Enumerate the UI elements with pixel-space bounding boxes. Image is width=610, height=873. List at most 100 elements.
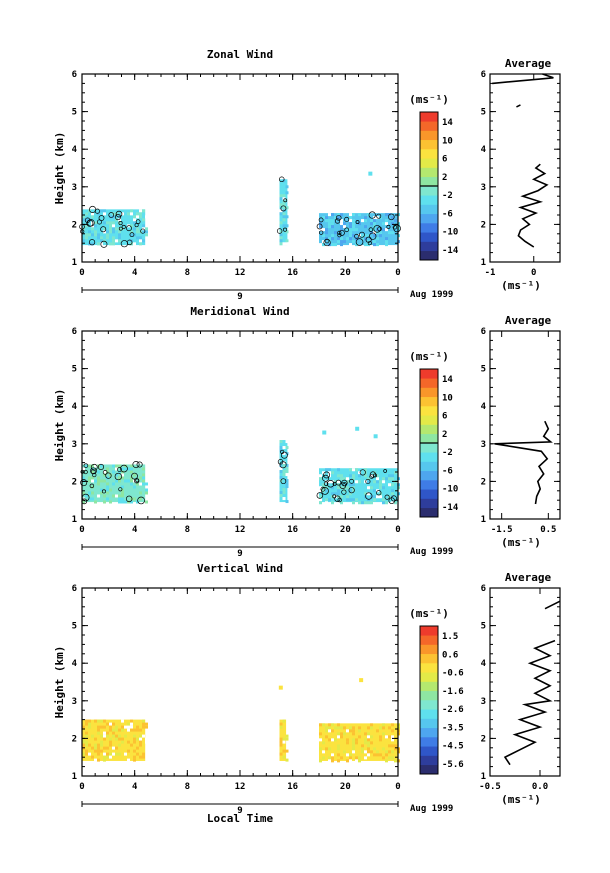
- heat-cell: [373, 231, 376, 235]
- heat-cell: [121, 737, 124, 741]
- heat-cell: [109, 230, 112, 234]
- contour-line: [337, 497, 342, 503]
- heat-cell: [142, 722, 145, 726]
- contour-line: [323, 471, 330, 479]
- heat-cell: [130, 470, 133, 474]
- heat-cell: [349, 492, 352, 496]
- average-y-tick-label: 1: [481, 515, 486, 525]
- contour-line: [100, 240, 108, 248]
- contour-line: [134, 223, 139, 228]
- heat-cell: [279, 737, 283, 741]
- heat-cell: [130, 230, 133, 234]
- heat-cell: [142, 755, 145, 759]
- heat-cell: [139, 491, 142, 495]
- heat-cell: [343, 240, 346, 244]
- heat-cell: [279, 440, 283, 444]
- contour-line: [134, 478, 140, 484]
- contour-line: [100, 226, 107, 233]
- heat-cell: [103, 746, 106, 750]
- heat-cell: [379, 492, 382, 496]
- heat-cell: [352, 483, 355, 487]
- colorbar-tick-label: -5.6: [442, 760, 464, 770]
- heat-cell: [346, 477, 349, 481]
- colorbar-tick-label: -10: [442, 485, 458, 495]
- contour-line: [117, 467, 122, 472]
- average-x-tick-label: -0.5: [479, 782, 501, 792]
- colorbar-tick-label: -4.5: [442, 742, 464, 752]
- contour-line: [388, 213, 395, 221]
- heat-cell: [133, 734, 136, 738]
- heat-cell: [367, 735, 370, 739]
- heat-cell: [337, 495, 340, 499]
- colorbar-swatch: [420, 223, 438, 233]
- contour-line: [344, 227, 349, 233]
- x-tick-label: 8: [185, 525, 190, 535]
- x-tick-label: 20: [340, 782, 351, 792]
- average-frame: [489, 73, 561, 263]
- heat-cell: [85, 494, 88, 498]
- heat-cell: [391, 723, 394, 727]
- contour-line: [132, 461, 140, 469]
- contour-line: [131, 472, 138, 480]
- heat-cell: [124, 500, 127, 504]
- heat-cell: [142, 467, 145, 471]
- heat-cell: [358, 474, 361, 478]
- heat-cell: [118, 494, 121, 498]
- colorbar-swatch: [420, 443, 438, 453]
- heat-cell: [133, 497, 136, 501]
- average-x-tick-label: -1.5: [491, 525, 513, 535]
- heat-cell: [376, 480, 379, 484]
- heat-cell: [133, 227, 136, 231]
- heat-cell: [106, 497, 109, 501]
- average-x-label: (ms⁻¹): [501, 536, 541, 549]
- heat-cell: [328, 738, 331, 742]
- heat-cell: [133, 749, 136, 753]
- heat-cell: [331, 234, 334, 238]
- colorbar-swatch: [420, 653, 438, 664]
- heat-cell: [109, 728, 112, 732]
- contour-line: [118, 226, 123, 231]
- contour-line: [98, 215, 105, 221]
- heat-cell: [352, 732, 355, 736]
- contour-line: [83, 463, 89, 468]
- colorbar-swatch: [420, 727, 438, 738]
- contour-line: [276, 228, 283, 234]
- heat-cell: [142, 479, 145, 483]
- heat-cell: [279, 467, 283, 471]
- heat-cell: [130, 500, 133, 504]
- heat-cell: [364, 243, 367, 247]
- heat-cell: [112, 227, 115, 231]
- heat-cell: [367, 480, 370, 484]
- heat-cell: [103, 470, 106, 474]
- heat-cell: [103, 731, 106, 735]
- heat-cell: [367, 726, 370, 730]
- heat-cell: [130, 479, 133, 483]
- heat-cell: [103, 737, 106, 741]
- heat-cell: [91, 242, 94, 246]
- heat-cell: [382, 498, 385, 502]
- heat-cell: [319, 225, 322, 229]
- heat-cell: [328, 759, 331, 763]
- heat-cell: [109, 755, 112, 759]
- average-y-tick-label: 3: [481, 440, 486, 450]
- heat-cell: [358, 729, 361, 733]
- heat-cell: [373, 219, 376, 223]
- heat-cell: [106, 467, 109, 471]
- contour-line: [316, 492, 324, 499]
- heat-cell: [282, 737, 286, 741]
- heat-cell: [349, 759, 352, 763]
- heat-cell: [385, 237, 388, 241]
- heat-cell: [130, 209, 133, 213]
- contour-line: [97, 463, 105, 471]
- heat-cell: [279, 209, 283, 213]
- heat-cell: [109, 488, 112, 492]
- heat-cell: [285, 191, 289, 195]
- heat-cell: [97, 752, 100, 756]
- heat-cell: [325, 498, 328, 502]
- contour-line: [135, 219, 141, 225]
- heat-cell: [282, 749, 286, 753]
- heat-cell: [94, 758, 97, 762]
- heat-cell: [328, 468, 331, 472]
- heat-cell: [319, 495, 322, 499]
